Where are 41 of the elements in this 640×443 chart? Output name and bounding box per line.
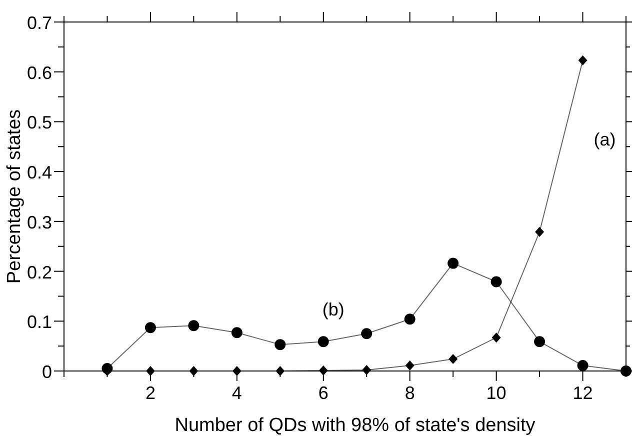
point — [362, 365, 372, 376]
y-axis-title: Percentage of states — [4, 109, 25, 284]
y-tick-label: 0.4 — [26, 162, 52, 183]
point — [318, 366, 328, 376]
point — [405, 360, 414, 371]
series-label: (b) — [322, 300, 344, 320]
point — [534, 336, 546, 348]
x-tick-label: 4 — [232, 383, 242, 403]
point — [448, 258, 459, 269]
y-tick-label: 0.5 — [26, 112, 52, 133]
point — [231, 327, 242, 338]
point — [535, 226, 544, 237]
point — [232, 366, 242, 376]
point — [578, 55, 588, 66]
point — [404, 314, 416, 325]
point — [492, 332, 501, 343]
point — [490, 276, 502, 288]
point — [189, 366, 198, 376]
point — [361, 328, 372, 340]
point — [102, 363, 113, 374]
x-tick-label: 8 — [404, 383, 415, 403]
y-tick-label: 0.1 — [26, 312, 52, 332]
point — [188, 320, 200, 332]
y-tick-label: 0.2 — [26, 262, 52, 282]
point — [276, 366, 285, 376]
x-tick-label: 10 — [486, 383, 506, 403]
point — [577, 360, 588, 372]
legend-label: (a) — [594, 129, 616, 150]
x-tick-label: 2 — [145, 383, 156, 403]
y-tick-label: 0.7 — [26, 13, 52, 33]
point — [146, 366, 155, 376]
x-axis-title: Number of QDs with 98% of state's density — [174, 415, 536, 436]
x-tick-label: 12 — [572, 383, 593, 403]
point — [318, 336, 329, 348]
y-tick-label: 0 — [42, 362, 52, 382]
x-tick-label: 6 — [318, 383, 328, 403]
point — [274, 339, 286, 350]
point — [144, 322, 156, 334]
y-tick-label: 0.6 — [26, 62, 52, 83]
y-tick-label: 0.3 — [26, 212, 52, 232]
point — [448, 354, 458, 364]
